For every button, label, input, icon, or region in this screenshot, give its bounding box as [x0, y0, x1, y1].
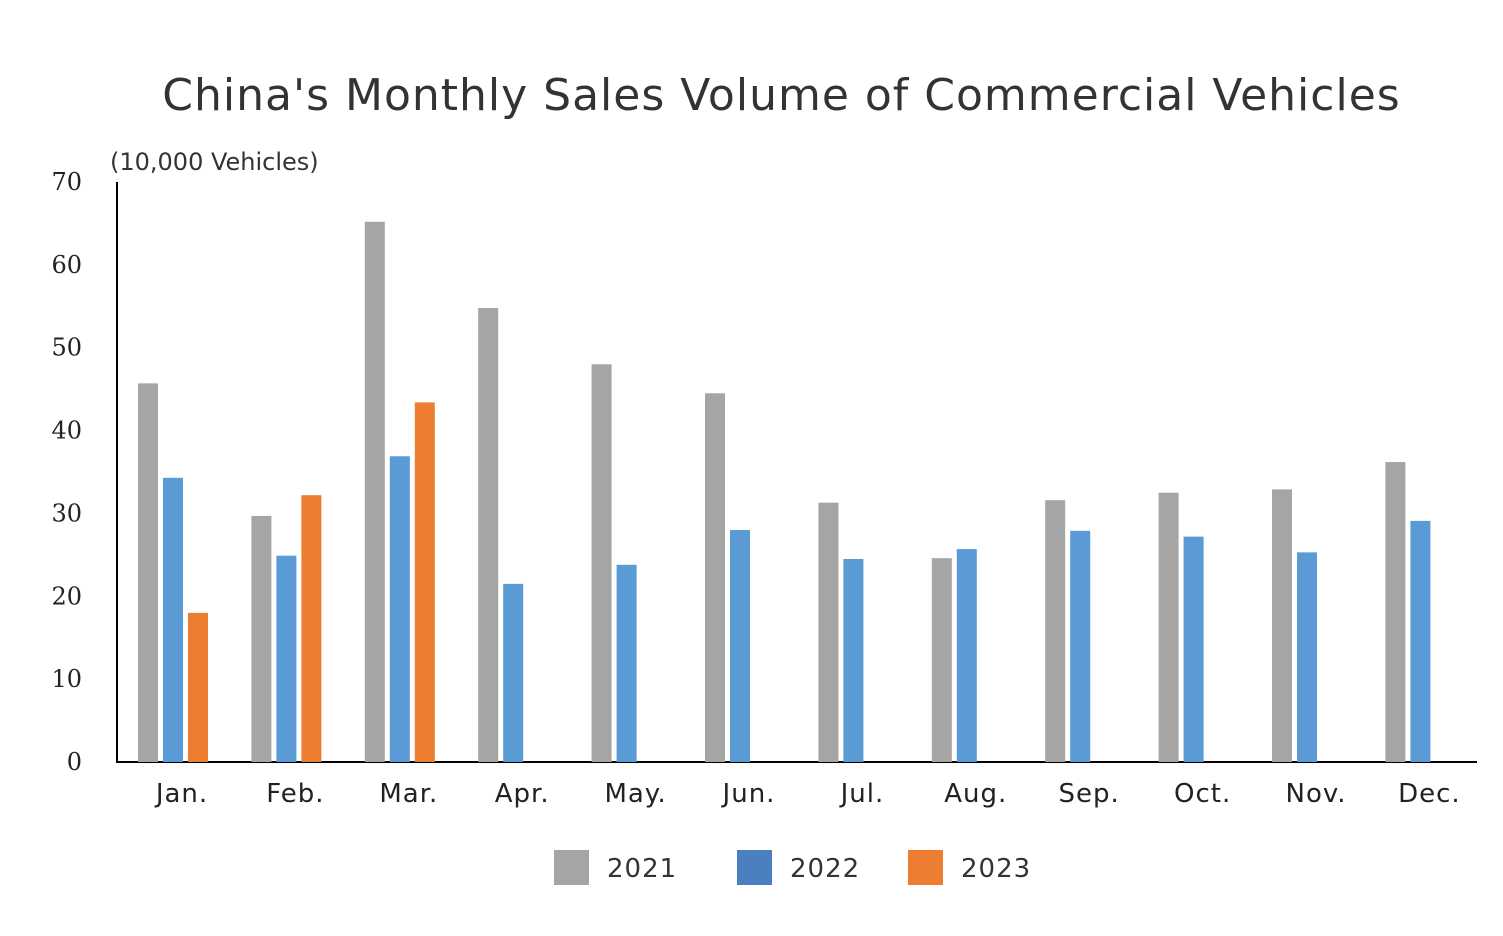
legend-label-2022: 2022 [790, 854, 860, 884]
y-axis-label: (10,000 Vehicles) [110, 148, 319, 176]
x-tick-label: Jun. [721, 779, 776, 809]
y-tick-label: 50 [51, 334, 82, 362]
x-tick-label: Feb. [266, 779, 324, 809]
y-tick-label: 20 [51, 582, 82, 610]
y-tick-label: 70 [51, 168, 82, 196]
bar-2022-dec [1410, 520, 1431, 762]
x-tick-label: Apr. [495, 779, 550, 809]
bar-2022-feb [276, 555, 297, 762]
bar-2021-sep [1045, 500, 1066, 762]
chart-title: China's Monthly Sales Volume of Commerci… [162, 70, 1401, 121]
bar-2023-feb [301, 495, 322, 762]
x-tick-label: Mar. [379, 779, 438, 809]
x-tick-label: Aug. [944, 779, 1007, 809]
bar-2021-dec [1385, 462, 1406, 762]
bar-2023-mar [414, 402, 435, 762]
legend-label-2023: 2023 [961, 854, 1031, 884]
bar-2022-may [616, 564, 637, 762]
bar-2021-jan [138, 383, 158, 762]
bar-2021-aug [931, 558, 952, 762]
legend-label-2021: 2021 [607, 854, 677, 884]
bar-2022-mar [389, 456, 410, 762]
x-tick-label: May. [604, 779, 666, 809]
bar-2021-nov [1272, 489, 1292, 762]
legend-swatch-2022 [737, 850, 772, 885]
y-tick-label: 30 [51, 499, 82, 527]
x-tick-label: Sep. [1059, 779, 1120, 809]
x-tick-label: Jul. [839, 779, 885, 809]
bar-2022-jun [730, 530, 750, 762]
bar-2022-nov [1297, 552, 1317, 762]
x-tick-label: Oct. [1174, 779, 1231, 809]
bar-2021-mar [364, 221, 385, 762]
bar-2022-jan [163, 477, 183, 762]
bar-2021-feb [251, 515, 272, 762]
bar-2022-sep [1070, 530, 1091, 762]
bar-2022-jul [843, 559, 864, 762]
bar-2021-jun [705, 393, 725, 762]
y-tick-label: 10 [51, 665, 82, 693]
y-tick-label: 60 [51, 251, 82, 279]
bar-2021-oct [1158, 492, 1179, 762]
bar-2022-aug [956, 549, 977, 762]
legend-swatch-2021 [554, 850, 589, 885]
x-tick-label: Jan. [154, 779, 208, 809]
bar-2021-may [591, 364, 612, 762]
bar-2022-apr [503, 583, 524, 762]
legend-swatch-2023 [908, 850, 943, 885]
x-tick-label: Nov. [1286, 779, 1347, 809]
bar-2022-oct [1183, 536, 1204, 762]
y-tick-label: 0 [67, 748, 82, 776]
x-tick-label: Dec. [1398, 779, 1461, 809]
y-tick-label: 40 [51, 417, 82, 445]
bar-2023-jan [188, 612, 208, 762]
bar-2021-apr [478, 307, 499, 762]
bar-2021-jul [818, 502, 839, 762]
